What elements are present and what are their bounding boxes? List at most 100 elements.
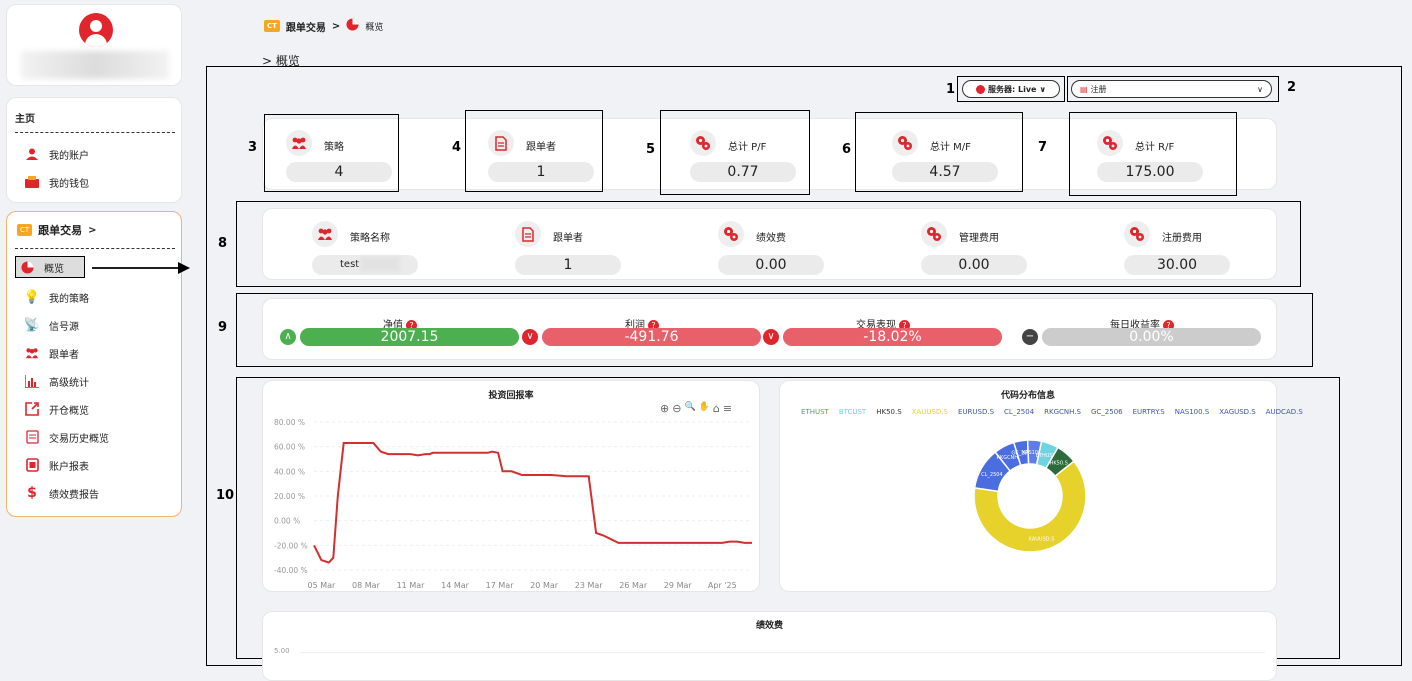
metric-label-text: 每日收益率	[1110, 320, 1160, 331]
menu-signal-source[interactable]: 📡 信号源	[24, 314, 79, 336]
menu-my-account[interactable]: 我的账户	[25, 143, 89, 165]
annotation-box-summary	[1069, 112, 1237, 196]
menu-icon[interactable]: ≡	[722, 402, 733, 415]
summary-label: 总计 P/F	[728, 142, 767, 153]
legend-item[interactable]: NAS100.S	[1174, 408, 1210, 416]
breadcrumb-separator: >	[331, 20, 341, 32]
menu-open-positions[interactable]: 开仓概览	[25, 398, 89, 420]
annotation-6: 6	[842, 142, 852, 157]
annotation-box-8	[236, 201, 1301, 287]
zoom-out-icon[interactable]: ⊖	[672, 402, 682, 415]
document-icon	[515, 221, 541, 247]
menu-label: 我的钱包	[49, 178, 89, 190]
y-tick-label: -40.00 %	[274, 566, 308, 575]
metric-label: 每日收益率?	[1042, 316, 1242, 331]
menu-label: 我的账户	[49, 150, 89, 162]
menu-label: 交易历史概览	[49, 433, 109, 445]
home-menu-card: 主页 我的账户 我的钱包	[6, 97, 182, 203]
performance-fee-title: 绩效费	[755, 621, 783, 631]
slice-label: ETHUST	[1036, 453, 1057, 459]
selection-zoom-icon[interactable]: 🔍	[684, 402, 696, 412]
pan-icon[interactable]: ✋	[698, 402, 710, 412]
symbol-distribution-card	[779, 380, 1277, 592]
help-icon[interactable]: ?	[648, 319, 659, 331]
summary-value: 4.57	[892, 162, 998, 182]
menu-my-strategy[interactable]: 💡 我的策略	[23, 286, 89, 308]
symbol-chart-title: 代码分布信息	[1000, 391, 1055, 401]
legend-item[interactable]: XAUUSD.S	[911, 408, 948, 416]
legend-item[interactable]: RKGCNH.S	[1044, 408, 1081, 416]
chevron-down-icon: ∨	[1039, 84, 1046, 94]
menu-advanced-stats[interactable]: 高级统计	[25, 370, 89, 392]
menu-label: 账户报表	[49, 461, 89, 473]
gears-icon	[690, 130, 716, 156]
server-selector[interactable]: 服务器: Live ∨	[962, 80, 1060, 98]
menu-trade-history[interactable]: 交易历史概览	[25, 426, 109, 448]
breadcrumb-copy-trading[interactable]: 跟单交易	[285, 22, 326, 34]
pie-slice[interactable]	[973, 460, 1087, 553]
annotation-box-summary	[660, 110, 810, 195]
users-icon	[312, 221, 338, 247]
lightbulb-icon: 💡	[23, 289, 41, 305]
y-tick-label: 40.00 %	[274, 467, 305, 476]
avatar[interactable]	[79, 13, 113, 47]
strategy-value: 0.00	[921, 255, 1027, 275]
legend-item[interactable]: ETHUST	[801, 408, 829, 416]
strategy-value: 30.00	[1124, 255, 1230, 275]
annotation-7: 7	[1038, 140, 1048, 155]
menu-followers[interactable]: 跟单者	[25, 342, 79, 364]
pie-slice[interactable]	[1044, 446, 1075, 478]
annotation-arrow	[92, 262, 190, 274]
annotation-8: 8	[218, 236, 228, 251]
menu-copy-trading-header[interactable]: CT 跟单交易 >	[17, 222, 97, 238]
trend-icon: ∨	[763, 329, 779, 345]
legend-item[interactable]: GC_2506	[1090, 408, 1123, 416]
copy-trading-menu-card: CT 跟单交易 > 概览 💡 我的策略 📡 信号源 跟单者 高级统计 开仓概览 …	[6, 211, 182, 517]
menu-account-report[interactable]: 账户报表	[25, 454, 89, 476]
home-icon[interactable]: ⌂	[712, 402, 720, 415]
zoom-in-icon[interactable]: ⊕	[660, 402, 670, 415]
summary-label: 跟单者	[526, 142, 556, 153]
help-icon[interactable]: ?	[899, 319, 910, 331]
legend-item[interactable]: BTCUST	[838, 408, 867, 416]
gears-icon	[1124, 221, 1150, 247]
document-icon: ▤	[1080, 84, 1088, 94]
return-series-line	[313, 442, 752, 564]
avatar-head	[90, 20, 102, 32]
menu-overview[interactable]: 概览	[15, 256, 85, 278]
y-tick-label: 60.00 %	[274, 443, 305, 452]
wallet-icon	[25, 175, 39, 189]
legend-item[interactable]: AUDCAD.S	[1265, 408, 1303, 416]
annotation-9: 9	[218, 320, 228, 335]
help-icon[interactable]: ?	[1163, 319, 1174, 331]
legend-item[interactable]: XAGUSD.S	[1219, 408, 1256, 416]
menu-my-wallet[interactable]: 我的钱包	[25, 171, 89, 193]
return-chart-title: 投资回报率	[488, 391, 534, 401]
metric-label-text: 利润	[625, 320, 645, 331]
legend-item[interactable]: CL_2504	[1004, 408, 1035, 416]
symbol-donut-chart: XAUUSD.S CL_2504 RKGCNH.SGC_2506NAS100.SET…	[973, 439, 1087, 553]
menu-performance-fee-report[interactable]: $ 绩效费报告	[25, 482, 99, 504]
x-tick-label: 23 Mar	[575, 581, 604, 590]
help-icon[interactable]: ?	[406, 319, 417, 331]
return-chart-card	[262, 380, 760, 592]
strategy-value: 0.00	[718, 255, 824, 275]
x-tick-label: 20 Mar	[530, 581, 559, 590]
ct-logo-icon: CT	[264, 20, 280, 32]
account-select[interactable]: ▤ 注册 ∨	[1071, 80, 1272, 98]
menu-label: 信号源	[49, 321, 79, 333]
annotation-1: 1	[946, 82, 956, 97]
legend-item[interactable]: EURUSD.S	[958, 408, 995, 416]
metric-label: 利润?	[542, 316, 742, 331]
legend-item[interactable]: EURTRY.S	[1132, 408, 1165, 416]
open-position-icon	[25, 402, 39, 416]
dollar-icon: $	[27, 485, 37, 501]
legend-item[interactable]: HK50.S	[876, 408, 902, 416]
pie-icon	[346, 18, 359, 34]
gears-icon	[718, 221, 744, 247]
metric-label-text: 净值	[383, 320, 403, 331]
annotation-box-9	[236, 293, 1313, 367]
chevron-down-icon: ∨	[1257, 84, 1263, 94]
gears-icon	[921, 221, 947, 247]
history-icon	[25, 430, 39, 444]
